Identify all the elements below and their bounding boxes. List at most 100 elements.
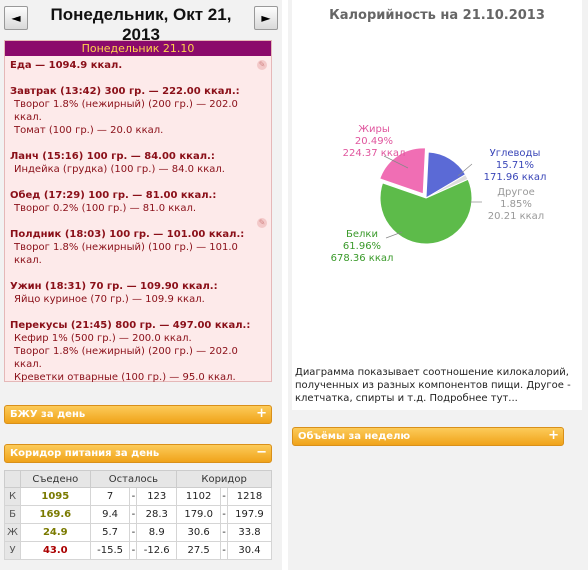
meal-entry: Перекусы (21:45) 800 гр. — 497.00 ккал.:… (10, 319, 266, 384)
meal-item: Творог 1.8% (нежирный) (200 гр.) — 202.0… (14, 99, 238, 123)
meal-item: Креветки отварные (100 гр.) — 95.0 ккал. (14, 372, 236, 383)
pie-slice-3 (379, 147, 427, 195)
meal-item: Индейка (грудка) (100 гр.) — 84.0 ккал. (14, 164, 225, 175)
left-max-cell: -12.6 (136, 541, 178, 560)
page-title: Понедельник, Окт 21, 2013 (50, 5, 232, 44)
meals-list: Завтрак (13:42) 300 гр. — 222.00 ккал.: Т… (10, 85, 266, 384)
expand-icon: + (548, 428, 559, 443)
left-max-cell: 28.3 (136, 505, 178, 524)
label-fat-pct: 20.49% (354, 136, 394, 147)
meal-entry: Завтрак (13:42) 300 гр. — 222.00 ккал.: Т… (10, 85, 266, 137)
meal-item: Кефир 1% (500 гр.) — 200.0 ккал. (14, 333, 192, 344)
meal-item: Творог 1.8% (нежирный) (100 гр.) — 101.0… (14, 242, 238, 266)
row-key-cell: К (4, 487, 21, 506)
meal-title: Завтрак (13:42) 300 гр. — 222.00 ккал.: (10, 86, 240, 97)
table-row: Ж 24.9 5.7-8.9 30.6-33.8 (4, 523, 273, 542)
collapse-icon: − (256, 445, 267, 460)
label-protein: Белки 61.96% 678.36 ккал (322, 229, 402, 265)
label-protein-name: Белки (346, 229, 378, 240)
row-key-cell: Б (4, 505, 21, 524)
dash-cell: - (220, 541, 228, 560)
meal-title: Перекусы (21:45) 800 гр. — 497.00 ккал.: (10, 320, 251, 331)
leader-line-carbs (457, 163, 473, 177)
dash-cell: - (129, 487, 138, 506)
calorie-chart-panel: Калорийность на 21.10.2013 Жиры 20.49% 2… (292, 0, 582, 410)
label-other-name: Другое (497, 187, 535, 198)
prev-day-button[interactable]: ◄ (4, 6, 28, 30)
meal-item: Яйцо куриное (70 гр.) — 109.9 ккал. (14, 294, 205, 305)
corridor-min-cell: 30.6 (176, 523, 222, 542)
edit-icon[interactable]: ✎ (257, 60, 267, 70)
right-column: Калорийность на 21.10.2013 Жиры 20.49% 2… (288, 0, 588, 570)
row-key-cell: У (4, 541, 21, 560)
meal-entry: Ужин (18:31) 70 гр. — 109.90 ккал.: Яйцо … (10, 280, 266, 306)
label-other-pct: 1.85% (500, 199, 532, 210)
meal-entry: Ланч (15:16) 100 гр. — 84.00 ккал.: Индей… (10, 150, 266, 176)
corridor-min-cell: 1102 (176, 487, 222, 506)
meal-title: Ланч (15:16) 100 гр. — 84.00 ккал.: (10, 151, 215, 162)
pie-slice-0 (425, 151, 467, 199)
header-left: Осталось (89, 470, 178, 488)
diary-total: Еда — 1094.9 ккал. (10, 60, 123, 71)
table-row: К 1095 7-123 1102-1218 (4, 487, 273, 506)
chart-description: Диаграмма показывает соотношение килокал… (295, 367, 571, 404)
edit-icon[interactable]: ✎ (257, 218, 267, 228)
corridor-max-cell: 33.8 (226, 523, 273, 542)
food-diary-panel: Понедельник 21.10 ✎ ✎ Еда — 1094.9 ккал.… (4, 40, 272, 384)
row-key-cell: Ж (4, 523, 21, 542)
chart-title: Калорийность на 21.10.2013 (329, 8, 545, 23)
date-header: ◄ Понедельник, Окт 21, 2013 ► (0, 2, 282, 44)
corridor-panel-label: Коридор питания за день (10, 448, 160, 459)
eaten-cell: 1095 (20, 487, 91, 506)
dash-cell: - (220, 523, 228, 542)
meal-entry: Обед (17:29) 100 гр. — 81.00 ккал.: Творо… (10, 189, 266, 215)
bju-panel-label: БЖУ за день (10, 409, 86, 420)
dash-cell: - (129, 505, 138, 524)
dash-cell: - (129, 523, 138, 542)
bju-panel-toggle[interactable]: БЖУ за день + (4, 405, 272, 424)
left-max-cell: 8.9 (136, 523, 178, 542)
diary-heading: Понедельник 21.10 (5, 41, 271, 56)
meal-entry: Полдник (18:03) 100 гр. — 101.00 ккал.: Т… (10, 228, 266, 267)
corridor-min-cell: 27.5 (176, 541, 222, 560)
label-protein-pct: 61.96% (342, 241, 382, 252)
expand-icon: + (256, 406, 267, 421)
left-min-cell: -15.5 (89, 541, 131, 560)
label-carbs-name: Углеводы (489, 148, 541, 159)
dash-cell: - (220, 505, 228, 524)
dash-cell: - (220, 487, 228, 506)
corridor-table: Съедено Осталось Коридор К 1095 7-123 1102-… (4, 470, 273, 560)
corridor-max-cell: 1218 (226, 487, 273, 506)
pie-slice-2 (379, 178, 473, 245)
left-column: ◄ Понедельник, Окт 21, 2013 ► Понедельни… (0, 0, 282, 570)
label-carbs-pct: 15.71% (495, 160, 535, 171)
corner-cell (4, 470, 21, 488)
leader-line-protein (385, 231, 403, 239)
label-carbs-kcal: 171.96 ккал (483, 172, 547, 183)
corridor-max-cell: 197.9 (226, 505, 273, 524)
diary-body: ✎ ✎ Еда — 1094.9 ккал. Завтрак (13:42) 3… (5, 56, 271, 384)
leader-line-fat (383, 155, 409, 169)
corridor-panel-toggle[interactable]: Коридор питания за день − (4, 444, 272, 463)
left-min-cell: 9.4 (89, 505, 131, 524)
table-row: У 43.0 -15.5- -12.6 27.5-30.4 (4, 541, 273, 560)
label-protein-kcal: 678.36 ккал (330, 253, 394, 264)
label-fat: Жиры 20.49% 224.37 ккал (334, 124, 414, 160)
volumes-panel-toggle[interactable]: Объёмы за неделю + (292, 427, 564, 446)
label-fat-name: Жиры (358, 124, 390, 135)
corridor-max-cell: 30.4 (226, 541, 273, 560)
meal-title: Ужин (18:31) 70 гр. — 109.90 ккал.: (10, 281, 218, 292)
label-other: Другое 1.85% 20.21 ккал (476, 187, 556, 223)
left-min-cell: 5.7 (89, 523, 131, 542)
pie-chart (379, 147, 482, 245)
label-other-kcal: 20.21 ккал (487, 211, 545, 222)
header-corridor: Коридор (176, 470, 272, 488)
dash-cell: - (129, 541, 138, 560)
eaten-cell: 24.9 (20, 523, 91, 542)
volumes-panel-label: Объёмы за неделю (298, 431, 411, 442)
meal-title: Полдник (18:03) 100 гр. — 101.00 ккал.: (10, 229, 245, 240)
meal-title: Обед (17:29) 100 гр. — 81.00 ккал.: (10, 190, 217, 201)
meal-item: Томат (100 гр.) — 20.0 ккал. (14, 125, 164, 136)
next-day-button[interactable]: ► (254, 6, 278, 30)
header-eaten: Съедено (20, 470, 91, 488)
